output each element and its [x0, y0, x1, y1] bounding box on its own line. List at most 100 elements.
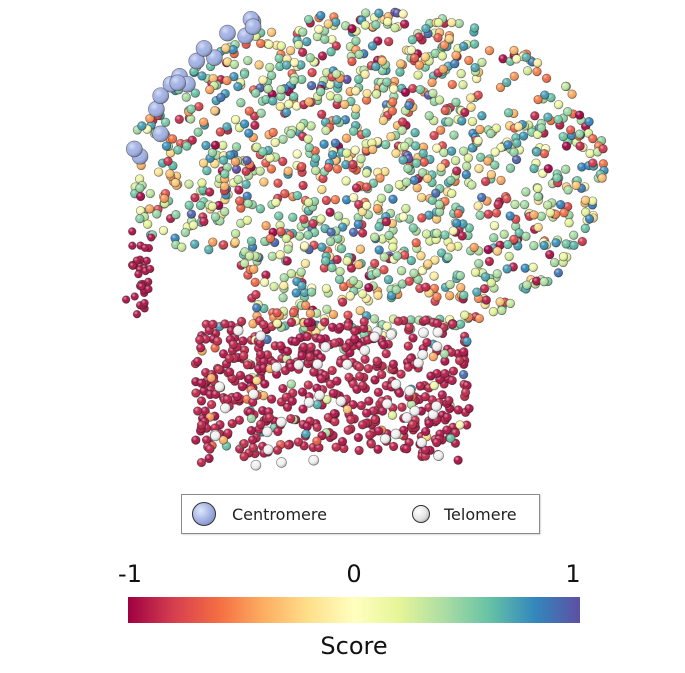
telomere-point	[255, 330, 267, 342]
point	[289, 91, 299, 102]
point	[354, 445, 364, 456]
point	[348, 276, 359, 286]
point	[232, 391, 242, 402]
point	[453, 455, 463, 465]
point	[278, 134, 288, 144]
point	[128, 261, 137, 270]
point	[357, 228, 368, 238]
point	[440, 105, 450, 116]
point	[418, 148, 428, 159]
telomere-point	[417, 349, 429, 360]
point	[433, 33, 443, 43]
point	[450, 155, 461, 166]
point	[420, 392, 431, 402]
point	[239, 451, 249, 462]
point	[180, 227, 191, 238]
point	[320, 34, 330, 44]
point	[306, 80, 317, 91]
point	[353, 432, 364, 443]
point	[199, 117, 209, 127]
point	[475, 210, 485, 220]
point	[300, 258, 311, 269]
point	[421, 426, 431, 437]
point	[239, 351, 249, 361]
point	[143, 219, 153, 229]
point	[490, 147, 500, 157]
point	[543, 112, 553, 122]
point	[423, 259, 433, 269]
point	[163, 156, 173, 166]
point	[510, 199, 520, 210]
point	[411, 158, 422, 168]
point	[444, 34, 454, 44]
point	[475, 124, 485, 135]
telomere-point	[220, 402, 231, 414]
point	[317, 51, 328, 61]
point	[230, 157, 241, 167]
point	[567, 89, 577, 99]
point	[239, 258, 250, 269]
point	[335, 322, 345, 332]
point	[354, 362, 365, 372]
point	[466, 93, 476, 103]
telomere-point	[335, 395, 347, 407]
telomere-point	[214, 381, 225, 393]
point	[577, 236, 587, 247]
telomere-point	[261, 426, 273, 438]
point	[400, 87, 411, 97]
point	[332, 164, 343, 174]
point	[393, 316, 403, 326]
point	[446, 242, 456, 252]
point	[406, 45, 416, 55]
point	[281, 107, 292, 118]
point	[158, 225, 169, 236]
point	[152, 209, 162, 219]
point	[236, 98, 246, 108]
point	[135, 214, 145, 224]
point	[499, 229, 509, 239]
point	[458, 369, 469, 380]
point	[137, 121, 147, 131]
point	[223, 428, 233, 438]
point	[196, 343, 206, 353]
point	[362, 88, 372, 99]
point	[446, 175, 456, 186]
point	[296, 122, 306, 132]
point	[536, 123, 547, 133]
telomere-point	[314, 389, 325, 401]
point	[377, 56, 387, 66]
point	[453, 405, 463, 415]
point	[345, 291, 355, 301]
point	[448, 226, 458, 236]
point	[518, 131, 529, 141]
point	[288, 307, 299, 318]
point	[553, 268, 564, 278]
point	[303, 380, 313, 390]
point	[464, 403, 474, 414]
point	[208, 237, 218, 247]
point	[384, 36, 394, 47]
point	[462, 336, 472, 346]
point	[302, 331, 313, 342]
point	[408, 223, 418, 233]
point	[391, 148, 401, 158]
point	[317, 109, 327, 119]
point	[283, 166, 293, 176]
point	[234, 185, 244, 195]
centromere-point	[219, 24, 236, 42]
point	[311, 165, 321, 176]
point	[272, 308, 282, 318]
point	[320, 317, 330, 327]
point	[259, 319, 269, 330]
point	[489, 220, 500, 231]
point	[235, 370, 246, 381]
point	[190, 193, 200, 203]
point	[459, 41, 469, 51]
point	[395, 67, 405, 77]
point	[509, 147, 519, 157]
points-layer	[121, 7, 609, 471]
point	[402, 444, 412, 454]
telomere-point	[276, 457, 287, 468]
point	[244, 128, 254, 138]
telomere-point	[390, 378, 402, 390]
